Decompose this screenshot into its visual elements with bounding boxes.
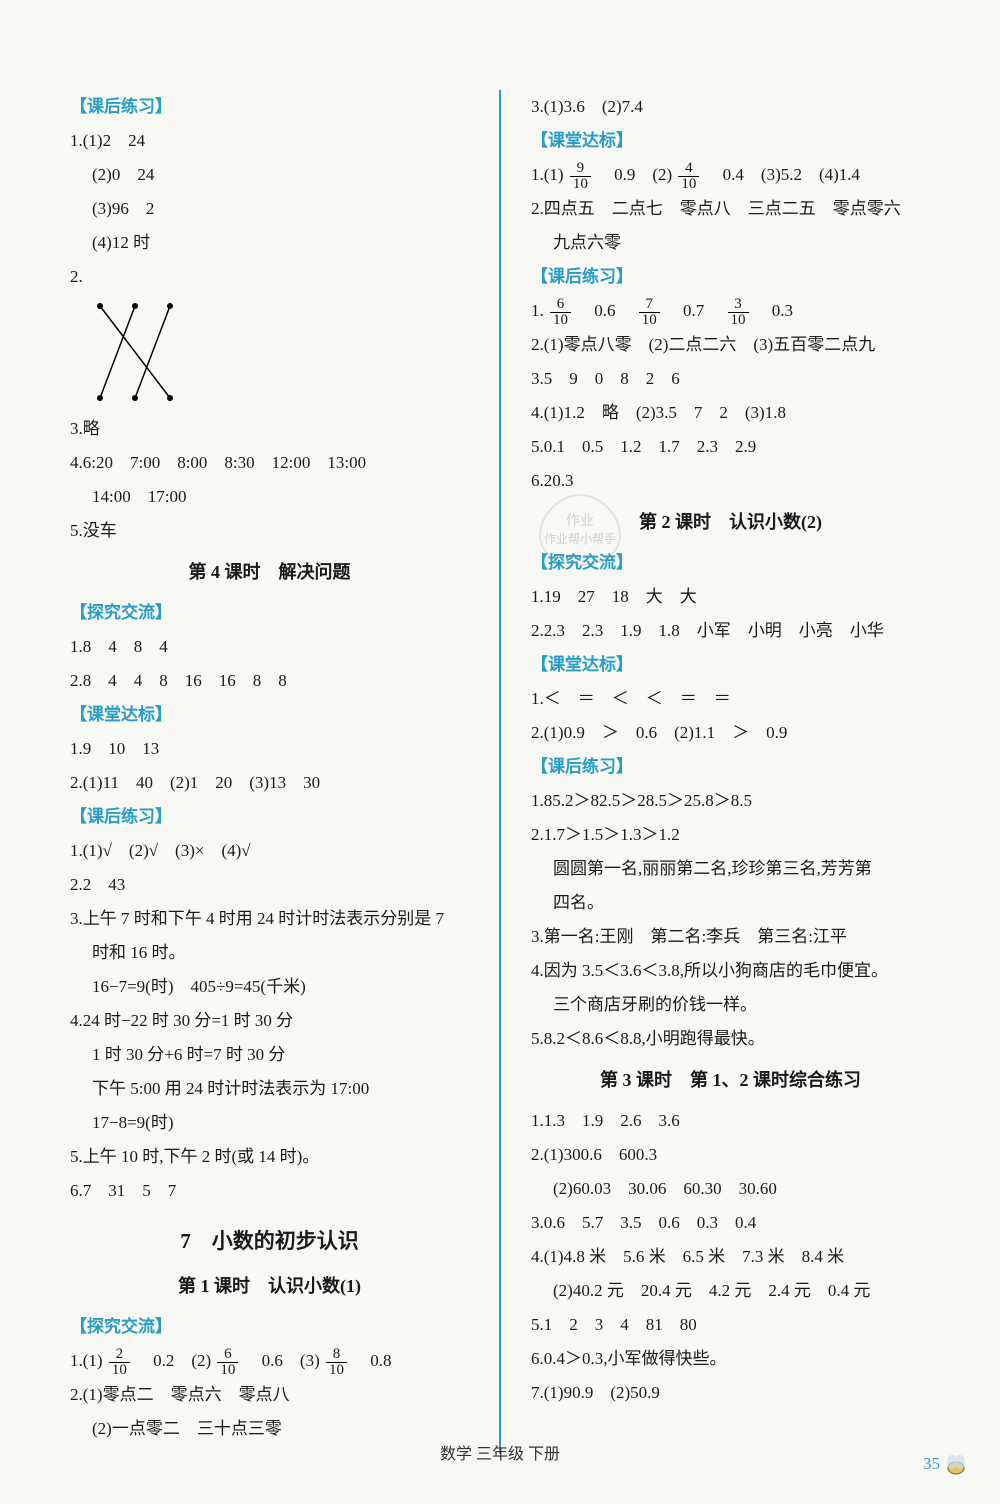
answer-line: 2.(1)零点八零 (2)二点二六 (3)五百零二点九 — [531, 328, 930, 362]
answer-line: 7.(1)90.9 (2)50.9 — [531, 1376, 930, 1410]
answer-line: 3.略 — [70, 412, 469, 446]
answer-line: 1.19 27 18 大 大 — [531, 580, 930, 614]
answer-line: (2)60.03 30.06 60.30 30.60 — [531, 1172, 930, 1206]
section-header: 【课后练习】 — [70, 800, 469, 834]
answer-line: 2.(1)0.9 ＞ 0.6 (2)1.1 ＞ 0.9 — [531, 716, 930, 750]
page-content: 【课后练习】 1.(1)2 24 (2)0 24 (3)96 2 (4)12 时… — [70, 90, 930, 1454]
text-part: 0.9 (2) — [597, 165, 672, 184]
section-header: 【课后练习】 — [70, 90, 469, 124]
answer-line: 1 时 30 分+6 时=7 时 30 分 — [70, 1038, 469, 1072]
answer-line: 1.(1)√ (2)√ (3)× (4)√ — [70, 834, 469, 868]
answer-line: 1.(1) 910 0.9 (2) 410 0.4 (3)5.2 (4)1.4 — [531, 158, 930, 192]
answer-line: 5.没车 — [70, 514, 469, 548]
answer-line: 时和 16 时。 — [70, 936, 469, 970]
chapter-title: 7 小数的初步认识 — [70, 1220, 469, 1262]
answer-line: 6.20.3 — [531, 464, 930, 498]
answer-line: 3.上午 7 时和下午 4 时用 24 时计时法表示分别是 7 — [70, 902, 469, 936]
answer-line: 6.0.4＞0.3,小军做得快些。 — [531, 1342, 930, 1376]
fraction: 410 — [678, 161, 699, 192]
right-column: 3.(1)3.6 (2)7.4 【课堂达标】 1.(1) 910 0.9 (2)… — [531, 90, 930, 1454]
page-number: 35 — [923, 1454, 940, 1474]
answer-line: (3)96 2 — [70, 192, 469, 226]
fraction: 210 — [109, 1347, 130, 1378]
answer-line: 6.7 31 5 7 — [70, 1174, 469, 1208]
lesson-title: 第 1 课时 认识小数(1) — [70, 1268, 469, 1304]
answer-line: 5.上午 10 时,下午 2 时(或 14 时)。 — [70, 1140, 469, 1174]
column-divider — [499, 90, 501, 1454]
fraction: 910 — [570, 161, 591, 192]
answer-line: 九点六零 — [531, 226, 930, 260]
text-part: 0.4 (3)5.2 (4)1.4 — [706, 165, 860, 184]
text-part: 1.(1) — [70, 1351, 103, 1370]
fraction: 610 — [550, 297, 571, 328]
answer-line: 2.2 43 — [70, 868, 469, 902]
answer-line: 1.1.3 1.9 2.6 3.6 — [531, 1104, 930, 1138]
answer-line: (2)0 24 — [70, 158, 469, 192]
fraction: 310 — [728, 297, 749, 328]
text-part: 0.7 — [666, 301, 721, 320]
text-part: 1. — [531, 301, 544, 320]
answer-line: 1. 610 0.6 710 0.7 310 0.3 — [531, 294, 930, 328]
answer-line: 2.1.7＞1.5＞1.3＞1.2 — [531, 818, 930, 852]
answer-line: 4.6:20 7:00 8:00 8:30 12:00 13:00 — [70, 446, 469, 480]
text-part: 0.6 (3) — [245, 1351, 320, 1370]
answer-line: 1.85.2＞82.5＞28.5＞25.8＞8.5 — [531, 784, 930, 818]
answer-line: 1.(1) 210 0.2 (2) 610 0.6 (3) 810 0.8 — [70, 1344, 469, 1378]
answer-line: 3.0.6 5.7 3.5 0.6 0.3 0.4 — [531, 1206, 930, 1240]
section-header: 【课后练习】 — [531, 260, 930, 294]
answer-line: 3.(1)3.6 (2)7.4 — [531, 90, 930, 124]
lesson-title: 第 2 课时 认识小数(2) — [531, 504, 930, 540]
answer-line: 1.9 10 13 — [70, 732, 469, 766]
answer-line: 三个商店牙刷的价钱一样。 — [531, 988, 930, 1022]
text-part: 0.8 — [353, 1351, 391, 1370]
answer-line: 2.2.3 2.3 1.9 1.8 小军 小明 小亮 小华 — [531, 614, 930, 648]
answer-line: 5.8.2＜8.6＜8.8,小明跑得最快。 — [531, 1022, 930, 1056]
answer-line: 4.(1)1.2 略 (2)3.5 7 2 (3)1.8 — [531, 396, 930, 430]
answer-line: 下午 5:00 用 24 时计时法表示为 17:00 — [70, 1072, 469, 1106]
answer-line: 四名。 — [531, 886, 930, 920]
answer-line: 4.因为 3.5＜3.6＜3.8,所以小狗商店的毛巾便宜。 — [531, 954, 930, 988]
text-part: 0.3 — [755, 301, 793, 320]
answer-line: 2.(1)300.6 600.3 — [531, 1138, 930, 1172]
section-header: 【课堂达标】 — [70, 698, 469, 732]
answer-line: 4.(1)4.8 米 5.6 米 6.5 米 7.3 米 8.4 米 — [531, 1240, 930, 1274]
answer-line: (2)40.2 元 20.4 元 4.2 元 2.4 元 0.4 元 — [531, 1274, 930, 1308]
answer-line: 2.(1)11 40 (2)1 20 (3)13 30 — [70, 766, 469, 800]
answer-line: 4.24 时−22 时 30 分=1 时 30 分 — [70, 1004, 469, 1038]
answer-line: 1.(1)2 24 — [70, 124, 469, 158]
answer-line: 2.(1)零点二 零点六 零点八 — [70, 1378, 469, 1412]
answer-line: 16−7=9(时) 405÷9=45(千米) — [70, 970, 469, 1004]
fraction: 810 — [326, 1347, 347, 1378]
page-footer: 数学 三年级 下册 — [0, 1440, 1000, 1464]
section-header: 【课堂达标】 — [531, 124, 930, 158]
answer-line: 1.8 4 8 4 — [70, 630, 469, 664]
matching-diagram — [90, 298, 180, 408]
section-header: 【课堂达标】 — [531, 648, 930, 682]
answer-line: 2. — [70, 260, 469, 294]
answer-line: 1.＜ ＝ ＜ ＜ ＝ ＝ — [531, 682, 930, 716]
answer-line: 5.0.1 0.5 1.2 1.7 2.3 2.9 — [531, 430, 930, 464]
text-part: 1.(1) — [531, 165, 564, 184]
answer-line: (4)12 时 — [70, 226, 469, 260]
lesson-title: 第 3 课时 第 1、2 课时综合练习 — [531, 1062, 930, 1098]
answer-line: 17−8=9(时) — [70, 1106, 469, 1140]
answer-line: 2.8 4 4 8 16 16 8 8 — [70, 664, 469, 698]
left-column: 【课后练习】 1.(1)2 24 (2)0 24 (3)96 2 (4)12 时… — [70, 90, 469, 1454]
answer-line: 2.四点五 二点七 零点八 三点二五 零点零六 — [531, 192, 930, 226]
answer-line: 3.5 9 0 8 2 6 — [531, 362, 930, 396]
lesson-title: 第 4 课时 解决问题 — [70, 554, 469, 590]
text-part: 0.2 (2) — [136, 1351, 211, 1370]
fraction: 610 — [217, 1347, 238, 1378]
text-part: 0.6 — [577, 301, 632, 320]
section-header: 【探究交流】 — [70, 1310, 469, 1344]
answer-line: 5.1 2 3 4 81 80 — [531, 1308, 930, 1342]
section-header: 【探究交流】 — [70, 596, 469, 630]
answer-line: 3.第一名:王刚 第二名:李兵 第三名:江平 — [531, 920, 930, 954]
section-header: 【课后练习】 — [531, 750, 930, 784]
section-header: 【探究交流】 — [531, 546, 930, 580]
fraction: 710 — [639, 297, 660, 328]
answer-line: 圆圆第一名,丽丽第二名,珍珍第三名,芳芳第 — [531, 852, 930, 886]
answer-line: 14:00 17:00 — [70, 480, 469, 514]
bee-decoration-icon — [942, 1450, 970, 1478]
